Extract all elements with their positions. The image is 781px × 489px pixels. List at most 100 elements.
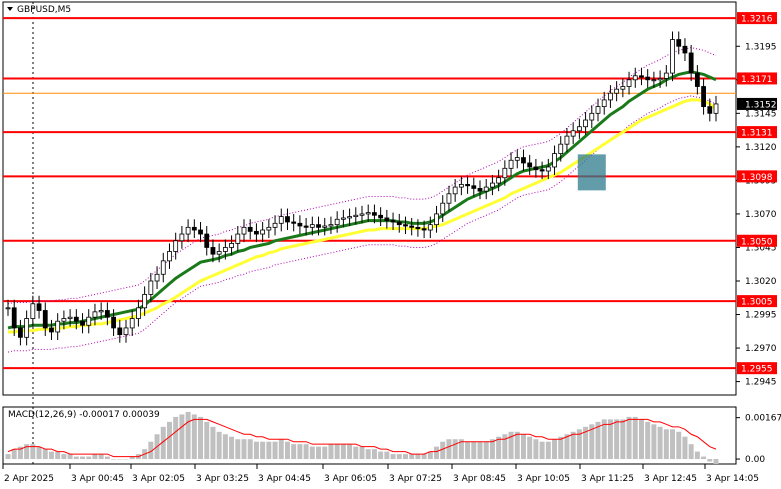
candle-body xyxy=(254,230,259,235)
candle-body xyxy=(185,226,191,235)
candle-body xyxy=(316,224,321,228)
macd-histogram-bar xyxy=(663,429,669,460)
candle-body xyxy=(204,233,210,248)
candle-body xyxy=(595,106,601,114)
macd-histogram-bar xyxy=(353,446,359,460)
macd-histogram-bar xyxy=(166,421,172,460)
level-label: 1.3005 xyxy=(741,298,773,308)
candle-body xyxy=(713,103,719,114)
candle-body xyxy=(564,135,570,145)
macd-histogram-bar xyxy=(11,449,17,460)
candle-body xyxy=(384,217,390,222)
macd-histogram-bar xyxy=(421,454,427,460)
macd-histogram-bar xyxy=(5,454,11,460)
candle-body xyxy=(427,224,433,231)
candle-body xyxy=(142,294,148,309)
macd-histogram-bar xyxy=(651,424,657,460)
macd-histogram-bar xyxy=(247,439,253,460)
symbol-title[interactable]: GBPUSD,M5 xyxy=(7,5,71,15)
macd-signal-line xyxy=(7,418,717,458)
candle-body xyxy=(527,162,533,168)
macd-histogram-bar xyxy=(601,419,607,460)
candle-body xyxy=(477,188,483,192)
macd-histogram-bar xyxy=(278,439,284,460)
candle-body xyxy=(682,45,688,54)
candle-body xyxy=(378,214,384,219)
macd-tick-label: 0.00167 xyxy=(745,414,781,424)
candle-body xyxy=(539,169,545,172)
candle-body xyxy=(670,39,675,74)
price-tick-label: 1.3020 xyxy=(745,277,777,287)
candle-body xyxy=(291,221,297,224)
price-tick-label: 1.2945 xyxy=(745,378,777,388)
candle-body xyxy=(229,243,234,248)
price-tick-label: 1.3120 xyxy=(745,143,777,153)
candle-body xyxy=(198,229,203,235)
macd-histogram-bar xyxy=(539,441,545,460)
symbol-label: GBPUSD,M5 xyxy=(17,5,71,15)
time-tick-label: 3 Apr 04:45 xyxy=(258,474,311,484)
candle-body xyxy=(502,167,508,179)
candle-body xyxy=(694,72,700,87)
candle-body xyxy=(434,213,439,226)
macd-histogram-bar xyxy=(570,431,576,460)
candle-body xyxy=(651,79,657,82)
macd-histogram-bar xyxy=(80,456,86,460)
macd-histogram-bar xyxy=(607,419,613,460)
macd-histogram-bar xyxy=(409,454,415,460)
macd-histogram-bar xyxy=(446,439,452,460)
candle-body xyxy=(458,184,464,188)
candle-body xyxy=(533,166,539,171)
candle-body xyxy=(334,218,340,226)
candle-body xyxy=(663,72,669,79)
time-axis: 2 Apr 2025 3 Apr 00:45 3 Apr 02:05 3 Apr 03… xyxy=(2,464,759,484)
candle-body xyxy=(657,78,663,81)
candle-body xyxy=(104,310,110,318)
macd-histogram-bar xyxy=(434,446,440,460)
candle-body xyxy=(589,112,595,121)
macd-histogram-bar xyxy=(241,439,247,460)
macd-histogram-bar xyxy=(55,451,61,460)
candle-body xyxy=(148,280,154,295)
candle-body xyxy=(645,76,651,81)
level-label: 1.3131 xyxy=(741,129,773,139)
candle-body xyxy=(216,251,222,255)
macd-histogram-bar xyxy=(266,441,272,460)
candle-body xyxy=(297,222,303,227)
level-box xyxy=(737,170,777,183)
macd-histogram-bar xyxy=(657,426,663,460)
time-tick-label: 3 Apr 07:25 xyxy=(389,474,442,484)
macd-histogram-bar xyxy=(458,439,464,460)
price-tick-label: 1.2995 xyxy=(745,311,777,321)
candle-body xyxy=(490,182,495,188)
horizontal-levels xyxy=(3,17,736,370)
time-tick-label: 3 Apr 00:45 xyxy=(71,474,124,484)
macd-histogram-bar xyxy=(272,441,278,460)
candle-body xyxy=(260,229,266,235)
candle-body xyxy=(30,303,36,319)
macd-histogram-bar xyxy=(185,411,191,460)
macd-histogram-bar xyxy=(514,431,520,460)
level-box xyxy=(737,362,777,375)
macd-histogram-bar xyxy=(222,434,228,460)
macd-histogram-bar xyxy=(123,459,129,460)
macd-histogram-bar xyxy=(111,459,117,460)
candle-body xyxy=(309,224,315,228)
candle-body xyxy=(61,318,67,322)
candle-body xyxy=(42,310,48,329)
macd-label: MACD(12,26,9) -0.00017 0.00039 xyxy=(8,410,160,420)
time-tick-label: 3 Apr 06:05 xyxy=(324,474,377,484)
macd-histogram-bar xyxy=(235,439,241,460)
candle-body xyxy=(167,251,172,262)
macd-histogram-bar xyxy=(371,449,377,460)
macd-histogram-bar xyxy=(42,449,48,460)
candle-body xyxy=(558,143,564,154)
candle-body xyxy=(123,327,129,336)
macd-histogram-bar xyxy=(595,421,601,460)
macd-histogram-bar xyxy=(694,451,700,460)
macd-histogram-bar xyxy=(558,436,564,460)
macd-histogram-bar xyxy=(297,444,303,460)
candle-body xyxy=(483,186,489,192)
macd-histogram-bar xyxy=(589,424,595,460)
